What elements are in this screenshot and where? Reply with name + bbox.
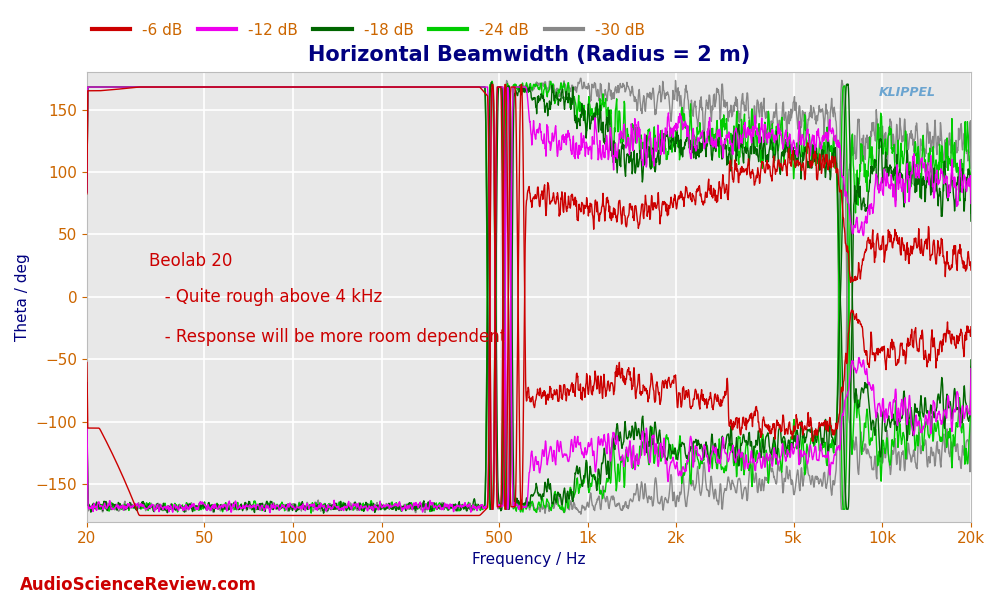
Title: Horizontal Beamwidth (Radius = 2 m): Horizontal Beamwidth (Radius = 2 m) [308, 45, 750, 65]
Text: - Response will be more room dependent: - Response will be more room dependent [149, 328, 506, 346]
Y-axis label: Theta / deg: Theta / deg [15, 253, 30, 341]
X-axis label: Frequency / Hz: Frequency / Hz [472, 552, 586, 567]
Legend: -6 dB, -12 dB, -18 dB, -24 dB, -30 dB: -6 dB, -12 dB, -18 dB, -24 dB, -30 dB [86, 17, 651, 44]
Text: Beolab 20: Beolab 20 [149, 252, 232, 270]
Text: AudioScienceReview.com: AudioScienceReview.com [20, 576, 257, 594]
Text: - Quite rough above 4 kHz: - Quite rough above 4 kHz [149, 288, 382, 306]
Text: KLIPPEL: KLIPPEL [879, 86, 936, 98]
